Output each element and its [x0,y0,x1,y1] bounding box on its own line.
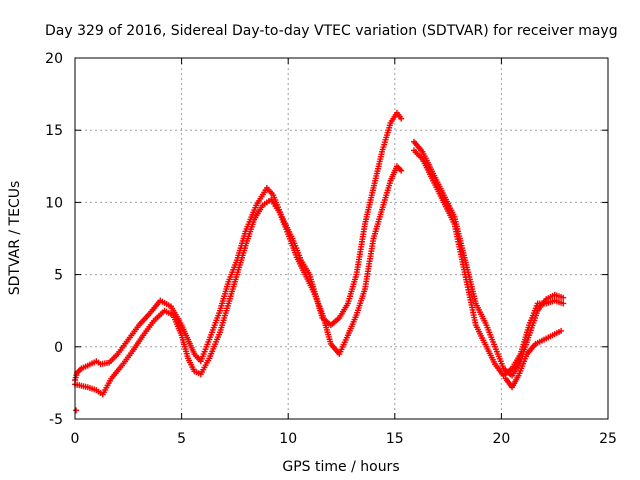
grid [75,58,608,419]
tick-labels: 0 5 10 15 20 25 -5 0 5 10 15 20 [45,51,617,447]
series-outlier [73,407,80,414]
axes-ticks [74,57,609,420]
data-point [398,167,405,174]
y-tick-label: 0 [54,340,63,356]
y-tick-label: 5 [54,268,63,284]
data-point [560,294,567,301]
series-track-b [72,163,405,398]
data-point [73,407,80,414]
x-axis-label: GPS time / hours [282,459,399,475]
y-tick-label: 15 [45,123,63,139]
x-tick-label: 25 [599,431,617,447]
data-series [72,109,567,414]
y-axis-label: SDTVAR / TECUs [7,181,23,296]
series-track-c [410,138,567,379]
x-tick-label: 15 [386,431,404,447]
series-track-a [72,109,405,384]
x-tick-label: 20 [492,431,510,447]
x-tick-label: 10 [279,431,297,447]
x-tick-label: 5 [177,431,186,447]
chart-title: Day 329 of 2016, Sidereal Day-to-day VTE… [45,23,618,39]
data-point [560,300,567,307]
y-tick-label: 10 [45,195,63,211]
plot-frame [74,57,609,420]
series-track-e [502,327,565,391]
data-point [558,327,565,334]
y-tick-label: 20 [45,51,63,67]
y-tick-label: -5 [49,412,63,428]
data-point [398,115,405,122]
series-track-d [410,147,567,379]
x-tick-label: 0 [71,431,80,447]
